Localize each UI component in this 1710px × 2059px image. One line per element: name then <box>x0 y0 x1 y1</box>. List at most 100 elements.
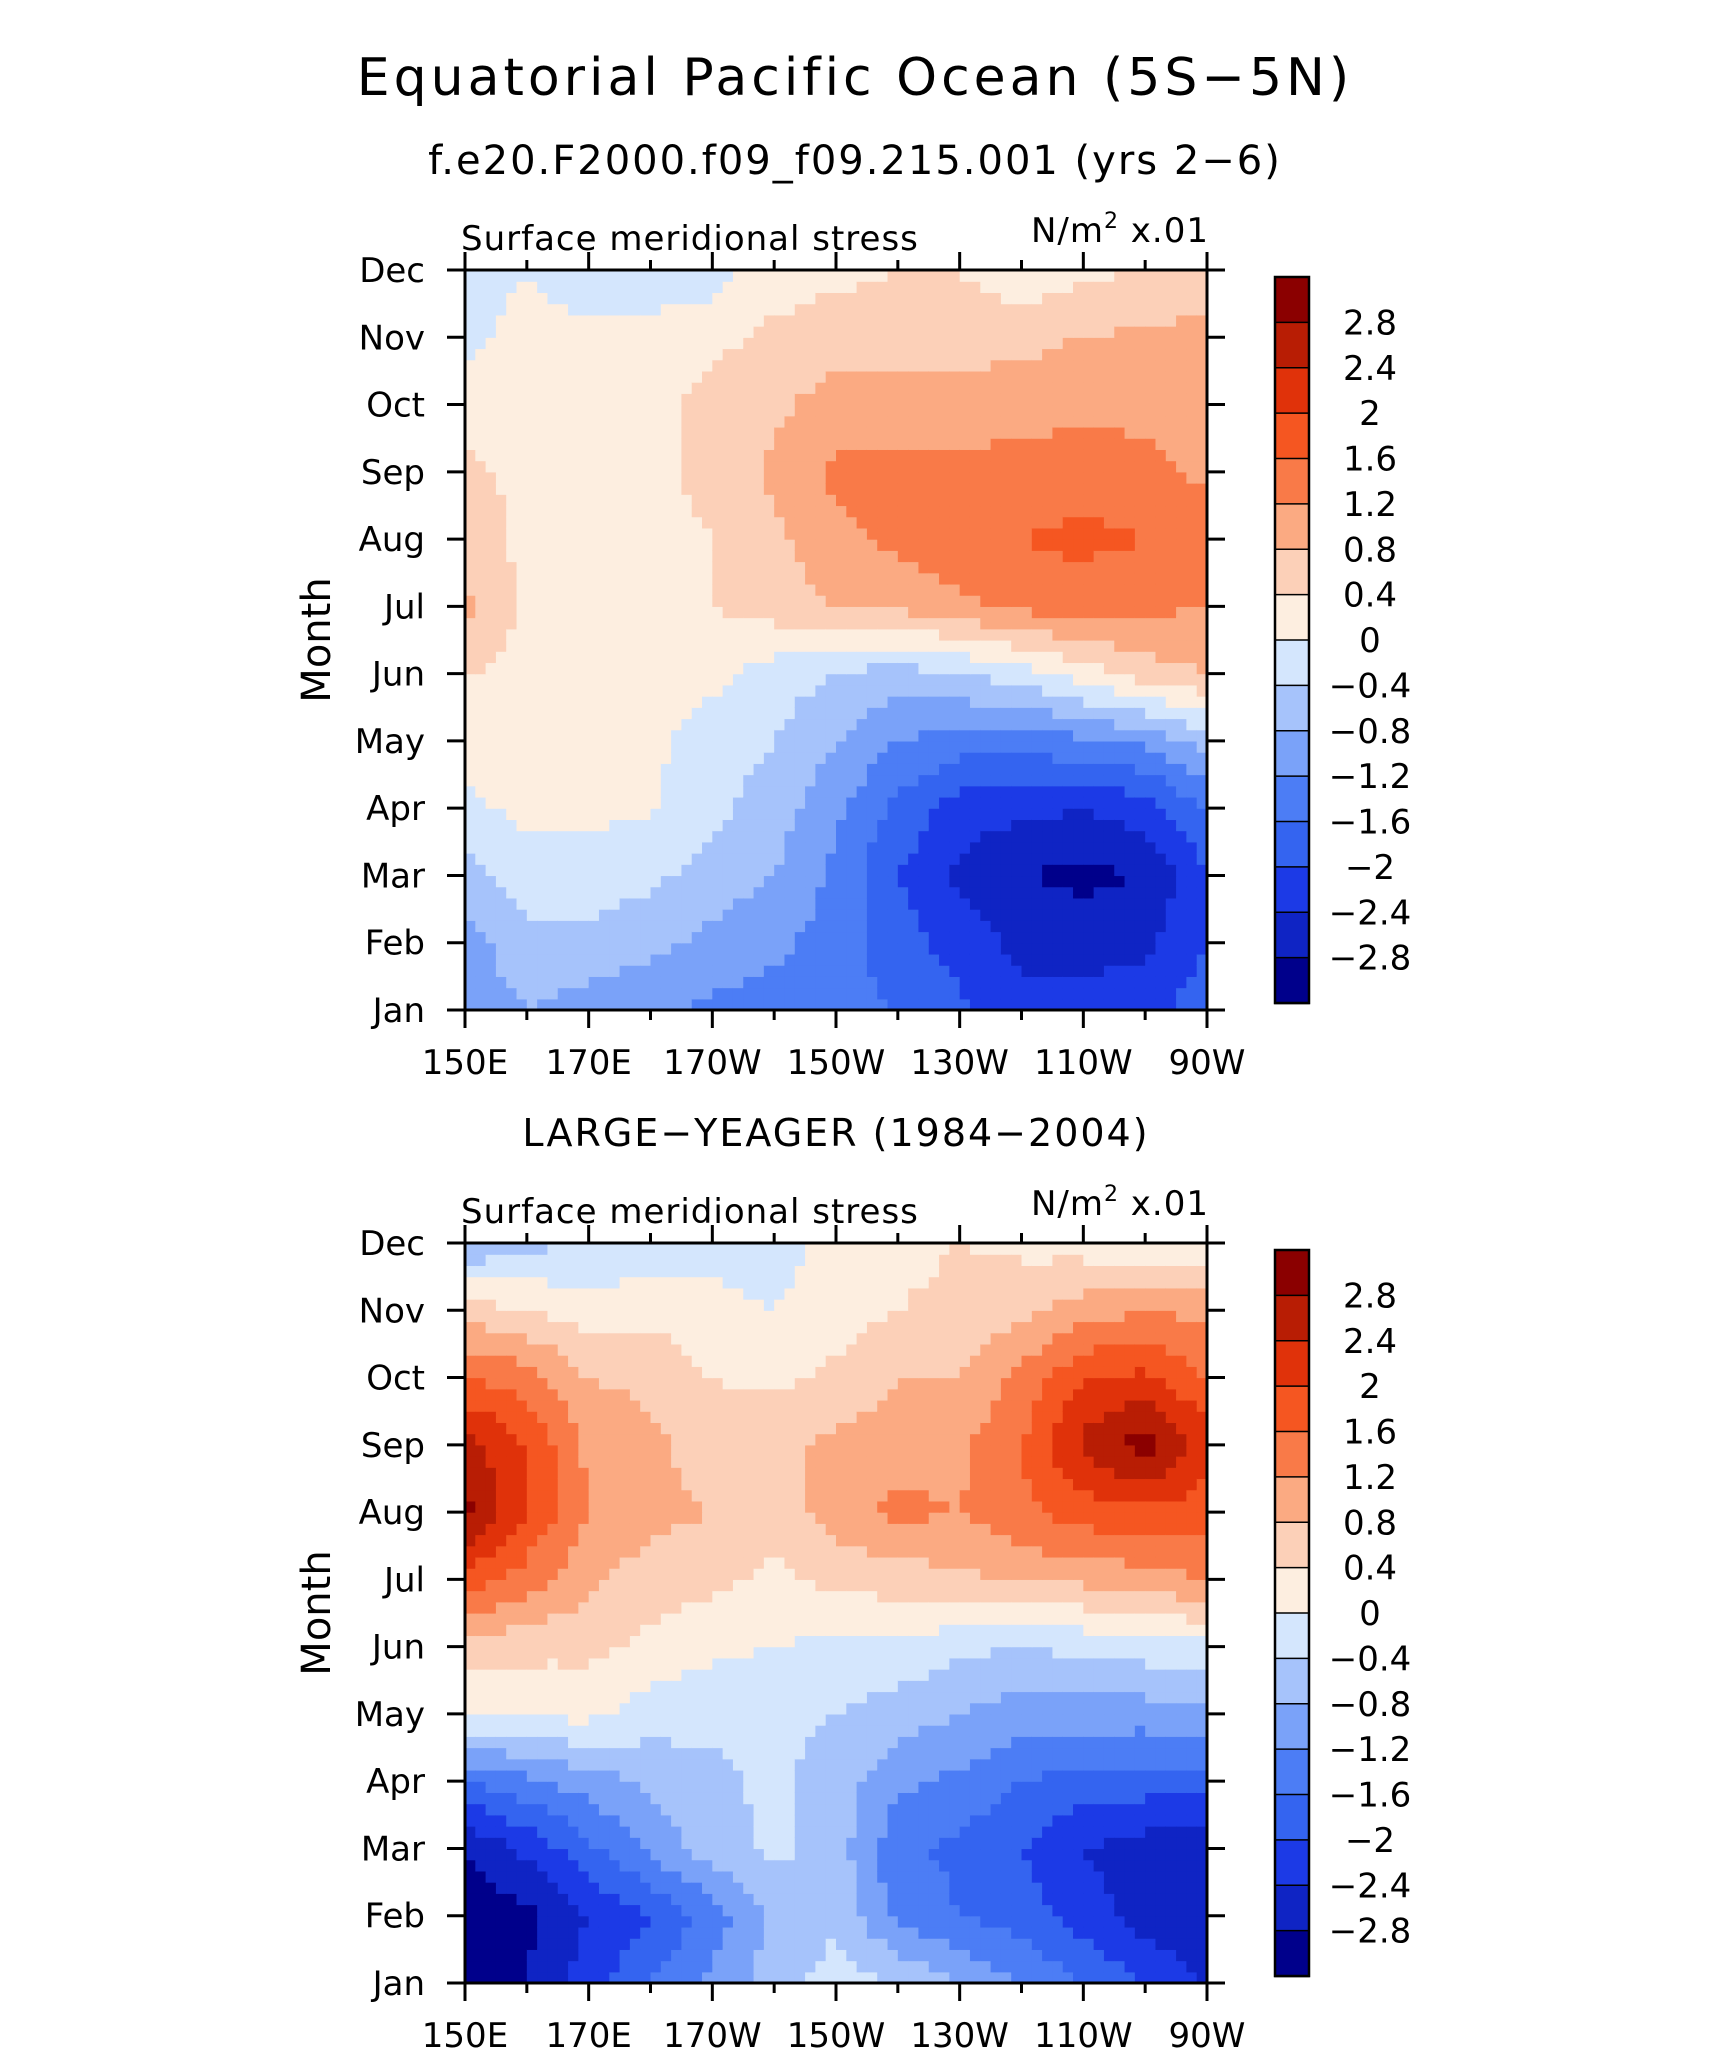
contour-cell <box>897 841 909 854</box>
contour-cell <box>1062 740 1074 753</box>
contour-cell <box>763 785 775 798</box>
contour-cell <box>485 471 497 484</box>
contour-cell <box>825 729 837 742</box>
contour-cell <box>671 438 683 450</box>
contour-cell <box>918 438 930 450</box>
contour-cell <box>671 303 683 316</box>
contour-cell <box>465 931 476 944</box>
contour-cell <box>557 830 569 843</box>
contour-cell <box>1093 909 1105 921</box>
contour-cell <box>980 752 992 764</box>
contour-cell <box>516 1949 528 1962</box>
contour-cell <box>1145 920 1157 933</box>
contour-cell <box>578 281 590 294</box>
contour-cell <box>1196 987 1208 1000</box>
contour-cell <box>1031 415 1043 428</box>
contour-cell <box>722 337 734 350</box>
contour-cell <box>609 359 621 372</box>
contour-cell <box>753 909 765 921</box>
contour-cell <box>485 561 497 574</box>
contour-cell <box>949 359 961 372</box>
contour-cell <box>990 303 1002 316</box>
contour-cell <box>702 931 713 944</box>
contour-cell <box>1052 965 1064 977</box>
colorbar-label: 2 <box>1359 394 1381 434</box>
contour-cell <box>763 796 775 809</box>
contour-cell <box>598 976 610 989</box>
contour-cell <box>671 942 683 955</box>
contour-cell <box>1176 292 1187 305</box>
contour-cell <box>475 1971 487 1984</box>
contour-cell <box>681 920 693 933</box>
contour-cell <box>660 415 672 428</box>
contour-cell <box>887 819 899 832</box>
contour-cell <box>980 348 992 361</box>
contour-cell <box>908 909 920 921</box>
contour-cell <box>495 875 507 888</box>
contour-cell <box>722 415 734 428</box>
contour-cell <box>763 527 775 540</box>
contour-cell <box>619 404 631 417</box>
contour-cell <box>619 393 631 406</box>
contour-cell <box>784 292 796 305</box>
contour-cell <box>495 382 507 394</box>
contour-cell <box>712 326 724 338</box>
contour-cell <box>1042 370 1054 383</box>
contour-cell <box>578 314 590 327</box>
contour-cell <box>1062 785 1074 798</box>
contour-cell <box>516 292 528 305</box>
contour-cell <box>753 505 765 518</box>
contour-cell <box>537 483 549 495</box>
contour-cell <box>671 740 683 753</box>
contour-cell <box>877 774 889 787</box>
contour-cell <box>805 303 816 316</box>
contour-cell <box>763 483 775 495</box>
contour-cell <box>1083 617 1095 630</box>
contour-cell <box>1093 505 1105 518</box>
contour-cell <box>918 696 930 708</box>
contour-cell <box>681 707 693 720</box>
contour-cell <box>598 774 610 787</box>
contour-cell <box>671 370 683 383</box>
contour-cell <box>1093 684 1105 697</box>
contour-cell <box>1124 763 1136 776</box>
contour-cell <box>629 785 641 798</box>
contour-cell <box>1114 572 1126 585</box>
contour-cell <box>465 539 476 551</box>
contour-cell <box>939 438 950 450</box>
contour-cell <box>1155 561 1167 574</box>
contour-cell <box>475 953 487 966</box>
contour-cell <box>753 483 765 495</box>
contour-cell <box>640 864 652 877</box>
contour-cell <box>949 583 961 596</box>
contour-cell <box>1093 808 1105 820</box>
contour-cell <box>691 965 703 977</box>
contour-cell <box>1093 606 1105 619</box>
contour-cell <box>794 673 806 686</box>
contour-cell <box>825 998 837 1011</box>
contour-cell <box>763 920 775 933</box>
contour-cell <box>588 370 600 383</box>
contour-cell <box>825 303 837 316</box>
contour-cell <box>578 998 590 1011</box>
contour-cell <box>609 740 621 753</box>
contour-cell <box>805 729 816 742</box>
contour-cell <box>1124 752 1136 764</box>
contour-cell <box>1093 640 1105 652</box>
contour-cell <box>949 595 961 607</box>
contour-cell <box>1000 438 1012 450</box>
contour-cell <box>1165 527 1177 540</box>
contour-cell <box>1011 740 1023 753</box>
contour-cell <box>557 886 569 899</box>
contour-cell <box>1083 370 1095 383</box>
contour-cell <box>1011 583 1023 596</box>
contour-cell <box>557 550 569 563</box>
contour-cell <box>1052 830 1064 843</box>
contour-cell <box>475 1949 487 1962</box>
contour-cell <box>928 326 940 338</box>
contour-cell <box>763 909 775 921</box>
contour-cell <box>1196 931 1208 944</box>
contour-cell <box>557 348 569 361</box>
contour-cell <box>465 393 476 406</box>
contour-cell <box>928 841 940 854</box>
